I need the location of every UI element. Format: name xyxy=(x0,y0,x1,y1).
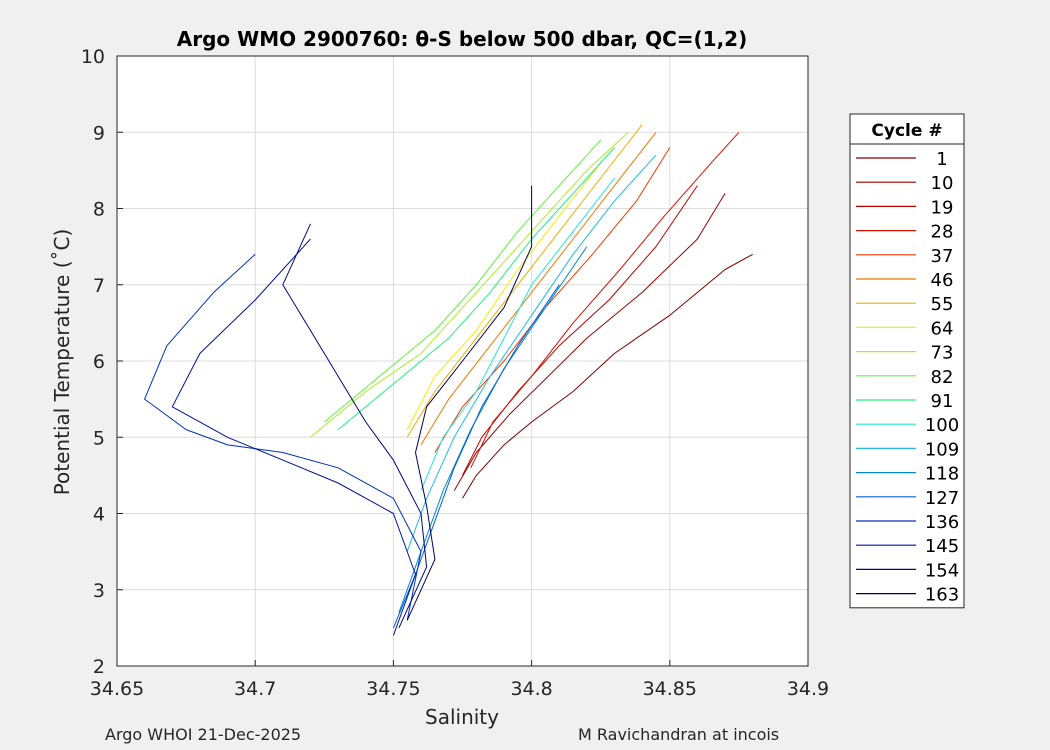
x-axis-ticks: 34.65 34.7 34.75 34.8 34.85 34.9 xyxy=(90,660,829,700)
x-tick-label: 34.85 xyxy=(643,678,697,700)
series-line-12 xyxy=(420,177,615,491)
series-line-11 xyxy=(337,147,615,430)
series-line-19 xyxy=(406,185,533,621)
legend-label: 145 xyxy=(925,536,959,557)
legend-label: 10 xyxy=(931,173,954,194)
series-line-4 xyxy=(470,131,740,469)
series-group xyxy=(144,124,753,636)
series-line-6 xyxy=(420,131,657,446)
series-line-17 xyxy=(171,238,416,636)
legend-label: 127 xyxy=(925,488,959,509)
series-line-8 xyxy=(406,162,602,430)
legend-label: 100 xyxy=(925,415,959,436)
y-tick-label: 2 xyxy=(93,656,105,678)
x-tick-label: 34.9 xyxy=(787,678,829,700)
legend-label: 37 xyxy=(931,246,954,267)
series-line-10 xyxy=(323,139,602,423)
y-tick-label: 7 xyxy=(93,275,105,297)
legend-label: 163 xyxy=(925,585,959,606)
x-axis-label: Salinity xyxy=(425,705,499,729)
series-line-3 xyxy=(462,185,698,476)
legend-label: 28 xyxy=(931,222,954,243)
x-tick-label: 34.75 xyxy=(366,678,420,700)
legend-label: 109 xyxy=(925,439,959,460)
x-tick-label: 34.8 xyxy=(510,678,552,700)
footer-source: Argo WHOI 21-Dec-2025 xyxy=(105,725,302,744)
y-tick-label: 6 xyxy=(93,351,105,373)
series-line-1 xyxy=(462,253,753,499)
y-tick-label: 8 xyxy=(93,199,105,221)
y-tick-label: 10 xyxy=(81,46,105,68)
series-line-7 xyxy=(406,124,643,438)
y-tick-label: 3 xyxy=(93,580,105,602)
legend-label: 136 xyxy=(925,512,959,533)
legend-label: 118 xyxy=(925,464,959,485)
series-line-18 xyxy=(282,223,428,629)
legend-label: 55 xyxy=(931,294,954,315)
footer-credit: M Ravichandran at incois xyxy=(578,725,780,744)
chart-title: Argo WMO 2900760: θ-S below 500 dbar, QC… xyxy=(177,27,747,51)
series-line-13 xyxy=(406,154,657,552)
legend-label: 91 xyxy=(931,391,954,412)
series-line-9 xyxy=(310,131,629,438)
x-tick-label: 34.65 xyxy=(90,678,144,700)
legend-label: 73 xyxy=(931,343,954,364)
y-tick-label: 9 xyxy=(93,122,105,144)
y-axis-label: Potential Temperature (˚C) xyxy=(50,229,74,496)
x-tick-label: 34.7 xyxy=(234,678,276,700)
legend-label: 46 xyxy=(931,270,954,291)
legend-title: Cycle # xyxy=(871,121,942,141)
legend-label: 1 xyxy=(936,149,947,170)
y-tick-label: 5 xyxy=(93,427,105,449)
legend: Cycle # 1 10 19 28 37 46 55 64 73 82 91 100 109 118 127… xyxy=(849,113,965,609)
series-line-16 xyxy=(144,253,422,621)
legend-box xyxy=(849,113,965,609)
y-tick-label: 4 xyxy=(93,504,105,526)
legend-label: 82 xyxy=(931,367,954,388)
legend-label: 154 xyxy=(925,560,959,581)
legend-label: 64 xyxy=(931,318,954,339)
y-axis-ticks: 2 3 4 5 6 7 8 9 10 xyxy=(81,46,123,678)
legend-label: 19 xyxy=(931,197,954,218)
series-line-2 xyxy=(453,193,726,491)
